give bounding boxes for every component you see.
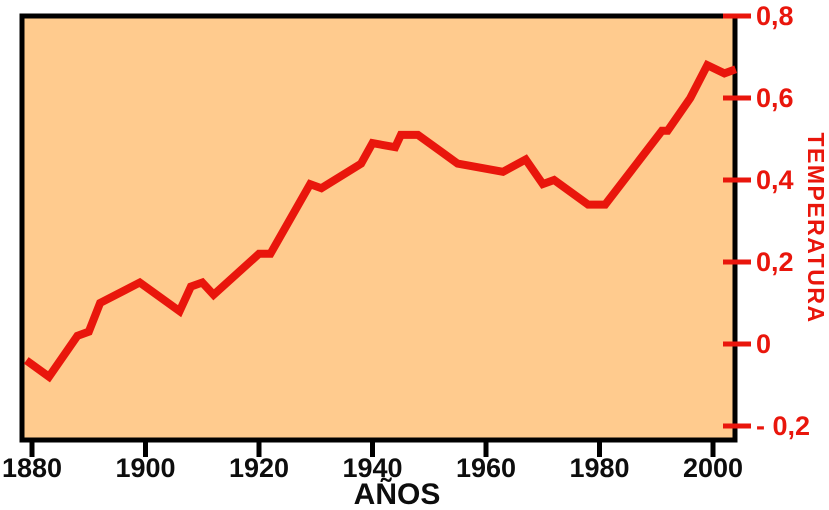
y-tick-label: - 0,2 [756, 411, 810, 441]
x-tick-label: 2000 [683, 453, 743, 483]
y-tick-label: 0,8 [756, 1, 794, 31]
x-tick-label: 1920 [229, 453, 289, 483]
x-tick-label: 1940 [342, 453, 402, 483]
y-tick-label: 0,4 [756, 165, 794, 195]
x-axis-title: AÑOS [354, 477, 441, 510]
x-tick-label: 1960 [456, 453, 516, 483]
y-axis-title: TEMPERATURA [803, 132, 829, 323]
x-tick-label: 1900 [115, 453, 175, 483]
plot-background [22, 16, 735, 440]
y-tick-label: 0 [756, 329, 771, 359]
y-tick-label: 0,2 [756, 247, 794, 277]
x-tick-label: 1880 [2, 453, 62, 483]
temperature-series-line [23, 59, 738, 383]
x-tick-label: 1980 [569, 453, 629, 483]
plot-layer: 1880 1900 1920 1940 1960 1980 2000 0,8 0,6 0,4 0,2… [2, 1, 810, 483]
y-tick-label: 0,6 [756, 83, 794, 113]
plot-border [19, 13, 738, 443]
